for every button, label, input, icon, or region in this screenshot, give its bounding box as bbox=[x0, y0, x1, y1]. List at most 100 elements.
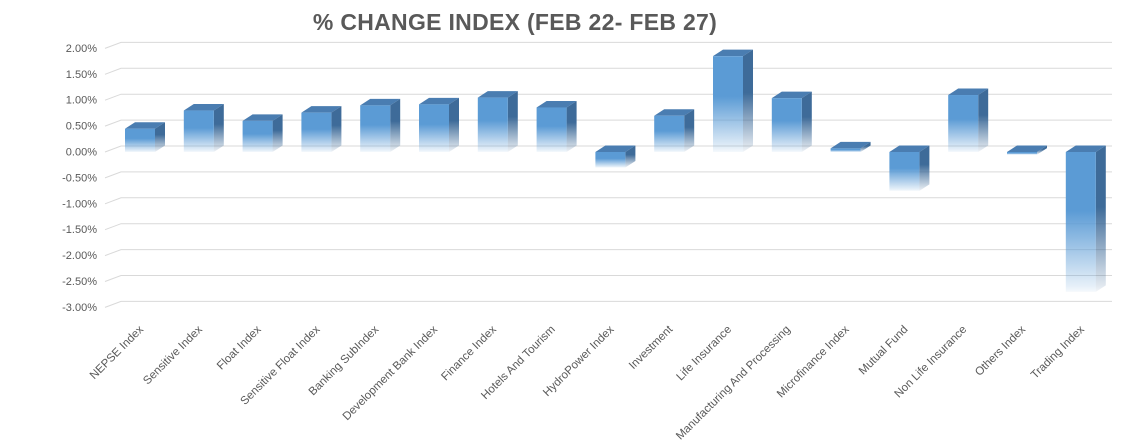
x-axis-category-label: Mutual Fund bbox=[857, 324, 911, 378]
bar-others-index bbox=[1007, 145, 1047, 155]
bar-side-face bbox=[566, 100, 577, 152]
bar-front-face bbox=[301, 112, 332, 152]
bar-side-face bbox=[684, 109, 695, 152]
y-axis-tick-label: 1.50% bbox=[66, 69, 97, 81]
bar-finance-index bbox=[477, 91, 518, 152]
bar-top-face bbox=[183, 104, 224, 111]
x-axis-category-label: Finance Index bbox=[439, 323, 499, 383]
x-axis-category-label: Life Insurance bbox=[675, 324, 735, 384]
bar-front-face bbox=[183, 110, 214, 152]
y-axis-tick-label: 1.00% bbox=[66, 95, 97, 107]
bar-side-face bbox=[625, 145, 636, 168]
bar-side-face bbox=[919, 145, 930, 191]
bar-front-face bbox=[536, 107, 567, 152]
x-axis-category-label: Manufacturing And Processing bbox=[674, 324, 793, 443]
y-axis-tick-label: -1.00% bbox=[62, 198, 97, 210]
bar-top-face bbox=[830, 141, 871, 149]
bar-front-face bbox=[948, 95, 979, 152]
x-axis-category-label: Others Index bbox=[973, 323, 1028, 378]
bar-side-face bbox=[743, 49, 753, 152]
bar-side-face bbox=[331, 106, 342, 152]
bar-side-face bbox=[507, 91, 518, 152]
bar-side-face bbox=[1037, 145, 1047, 155]
bar-front-face bbox=[595, 152, 626, 168]
y-axis-tick-label: -1.50% bbox=[62, 224, 97, 236]
bar-side-face bbox=[978, 88, 989, 152]
bar-side-face bbox=[449, 97, 459, 152]
bar-sensitive-float-index bbox=[301, 106, 342, 152]
x-axis-category-label: Float Index bbox=[215, 323, 264, 372]
bar-sensitive-index bbox=[183, 104, 224, 152]
bar-side-face bbox=[272, 114, 283, 152]
bar-side-face bbox=[155, 122, 165, 152]
bar-side-face bbox=[390, 98, 401, 152]
bar-top-face bbox=[419, 97, 459, 105]
bar-microfinance-index bbox=[830, 141, 871, 152]
y-axis-tick-label: -2.00% bbox=[62, 250, 97, 262]
gridline bbox=[104, 171, 1112, 179]
gridline bbox=[104, 197, 1112, 205]
y-axis-tick-label: 2.00% bbox=[66, 43, 97, 55]
bar-front-face bbox=[477, 97, 508, 152]
bar-front-face bbox=[419, 104, 449, 152]
bar-banking-subindex bbox=[360, 98, 401, 152]
bar-front-face bbox=[242, 120, 273, 152]
bar-top-face bbox=[242, 114, 283, 121]
chart-title: % CHANGE INDEX (FEB 22- FEB 27) bbox=[312, 9, 718, 35]
x-axis-category-label: Sensitive Index bbox=[141, 323, 205, 387]
bar-top-face bbox=[125, 122, 165, 129]
bar-float-index bbox=[242, 114, 283, 152]
gridline bbox=[104, 249, 1112, 257]
y-axis-tick-label: -0.50% bbox=[62, 172, 97, 184]
bar-development-bank-index bbox=[419, 97, 459, 152]
bar-side-face bbox=[213, 104, 224, 152]
x-axis-category-label: NEPSE Index bbox=[88, 323, 146, 381]
gridline bbox=[104, 41, 1112, 49]
bar-top-face bbox=[536, 100, 577, 108]
bar-top-face bbox=[713, 49, 753, 57]
x-axis-category-label: Investment bbox=[627, 323, 676, 372]
bar-front-face bbox=[771, 98, 802, 152]
bar-front-face bbox=[830, 148, 861, 152]
gridline bbox=[104, 67, 1112, 75]
y-axis-tick-label: -3.00% bbox=[62, 302, 97, 314]
bar-top-face bbox=[477, 91, 518, 98]
y-axis-tick-label: 0.50% bbox=[66, 121, 97, 133]
bar-front-face bbox=[1007, 152, 1037, 155]
bar-top-face bbox=[301, 106, 342, 113]
bar-front-face bbox=[889, 152, 920, 191]
gridline bbox=[104, 300, 1112, 308]
bar-hotels-and-tourism bbox=[536, 100, 577, 152]
bar-mutual-fund bbox=[889, 145, 930, 191]
bar-life-insurance bbox=[713, 49, 753, 152]
bar-front-face bbox=[360, 105, 391, 152]
bar-side-face bbox=[860, 141, 871, 152]
x-axis-category-label: Trading Index bbox=[1029, 323, 1087, 381]
bar-hydropower-index bbox=[595, 145, 636, 168]
y-axis-labels: 2.00% 1.50% 1.00% 0.50% 0.00% -0.50% -1.00% -1.… bbox=[62, 43, 97, 314]
bar-manufacturing-and-processing bbox=[771, 91, 812, 152]
gridlines bbox=[104, 41, 1112, 308]
bar-top-face bbox=[771, 91, 812, 99]
bar-top-face bbox=[595, 145, 636, 152]
y-axis-tick-label: 0.00% bbox=[66, 147, 97, 159]
bar-non-life-insurance bbox=[948, 88, 989, 152]
bar-side-face bbox=[1095, 145, 1106, 292]
bar-top-face bbox=[889, 145, 930, 152]
bar-investment bbox=[654, 109, 695, 152]
bar-front-face bbox=[1065, 152, 1096, 292]
gridline bbox=[104, 223, 1112, 231]
bar-top-face bbox=[948, 88, 989, 96]
bar-top-face bbox=[1065, 145, 1106, 152]
bar-trading-index bbox=[1065, 145, 1106, 292]
x-axis-category-label: Development Bank Index bbox=[341, 323, 441, 423]
bar-front-face bbox=[654, 115, 685, 152]
bar-side-face bbox=[801, 91, 812, 152]
bars bbox=[125, 49, 1106, 292]
y-axis-tick-label: -2.50% bbox=[62, 276, 97, 288]
bar-nepse-index bbox=[125, 122, 165, 152]
bar-front-face bbox=[125, 128, 155, 152]
